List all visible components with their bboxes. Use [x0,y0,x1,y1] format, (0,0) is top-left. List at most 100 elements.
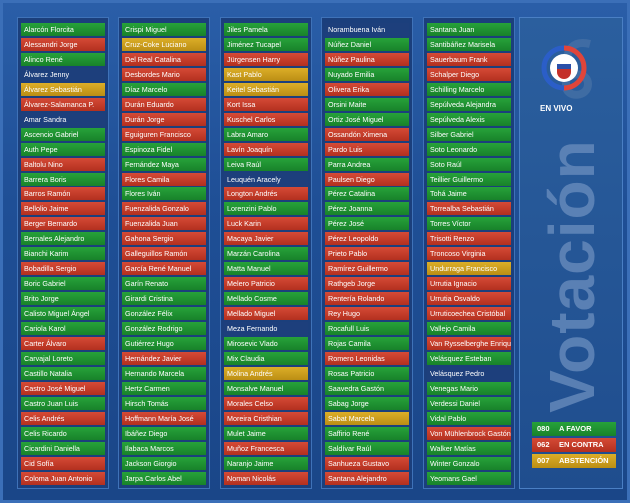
deputy-vote-favor: Ortiz José Miguel [325,112,409,126]
side-panel: EN VIVO Votación 080 A FAVOR 062 EN CONTRA 0… [519,17,623,489]
deputy-vote-none: Álvarez Jenny [21,67,105,81]
deputy-vote-contra: Fuenzalida Juan [122,217,206,231]
deputy-vote-contra: Kuschel Carlos [224,112,308,126]
deputy-vote-none: Leuquén Aracely [224,172,308,186]
deputy-vote-favor: Calisto Miguel Ángel [21,307,105,321]
legend-abst: 007 ABSTENCIÓN [532,454,616,468]
deputy-vote-contra: Ramírez Guillermo [325,262,409,276]
deputy-vote-contra: Rathgeb Jorge [325,277,409,291]
deputy-vote-contra: García René Manuel [122,262,206,276]
deputy-vote-contra: Desbordes Mario [122,67,206,81]
deputy-vote-favor: Auth Pepe [21,142,105,156]
deputy-vote-favor: Brito Jorge [21,292,105,306]
deputy-vote-favor: Winter Gonzalo [427,456,511,470]
deputy-vote-none: Meza Fernando [224,322,308,335]
deputy-vote-favor: Matta Manuel [224,262,308,276]
deputy-vote-contra: Olivera Erika [325,82,409,96]
deputy-vote-favor: Ibáñez Diego [122,426,206,440]
deputy-vote-contra: Romero Leonidas [325,351,409,365]
deputy-vote-contra: Sanhueza Gustavo [325,456,409,470]
deputy-vote-contra: Morales Celso [224,396,308,410]
deputy-vote-contra: Galleguillos Ramón [122,247,206,261]
deputy-vote-favor: Venegas Mario [427,381,511,395]
deputy-vote-contra: Santana Alejandro [325,471,409,485]
deputy-vote-contra: Luck Karin [224,217,308,231]
deputy-vote-contra: Cid Sofía [21,456,105,470]
deputy-vote-favor: Saldívar Raúl [325,441,409,455]
deputy-vote-favor: Schilling Marcelo [427,82,511,96]
deputy-vote-contra: Álvarez-Salamanca P. [21,97,105,111]
deputy-vote-contra: Jürgensen Harry [224,52,308,66]
deputy-vote-favor: Rocafull Luis [325,322,409,335]
legend-count: 007 [537,456,550,465]
deputy-vote-abst: Kast Pablo [224,67,308,81]
deputy-vote-favor: Pérez Catalina [325,187,409,201]
legend-count: 080 [537,424,550,433]
deputy-vote-favor: Núñez Daniel [325,37,409,51]
deputy-vote-none: Norambuena Iván [325,23,409,36]
deputy-vote-contra: Pardo Luis [325,142,409,156]
deputy-vote-favor: Vallejo Camila [427,322,511,335]
deputy-vote-abst: Álvarez Sebastián [21,82,105,96]
deputy-vote-favor: Pérez Joanna [325,202,409,216]
deputy-vote-favor: Walker Matías [427,441,511,455]
deputy-vote-contra: Barros Ramón [21,187,105,201]
deputy-vote-favor: Jackson Giorgio [122,456,206,470]
deputy-vote-contra: Sauerbaum Frank [427,52,511,66]
deputy-vote-favor: Alinco René [21,52,105,66]
deputies-column: Crispi Miguel Cruz-Coke Luciano Del Real C… [118,17,210,489]
deputy-vote-favor: Verdessi Daniel [427,396,511,410]
deputy-vote-favor: Crispi Miguel [122,23,206,36]
deputy-vote-favor: Saffirio René [325,426,409,440]
deputy-vote-favor: Garín Renato [122,277,206,291]
deputy-vote-contra: Ossandón Ximena [325,127,409,141]
deputy-vote-contra: Flores Camila [122,172,206,186]
deputy-vote-contra: Trisotti Renzo [427,232,511,246]
deputy-vote-favor: Mulet Jaime [224,426,308,440]
deputy-vote-contra: Prieto Pablo [325,247,409,261]
deputy-vote-favor: Espinoza Fidel [122,142,206,156]
live-label: EN VIVO [540,104,573,113]
deputy-vote-favor: Hernando Marcela [122,366,206,380]
deputy-vote-favor: Sepúlveda Alejandra [427,97,511,111]
deputy-vote-favor: González Rodrigo [122,322,206,335]
deputy-vote-contra: Urruticoechea Cristóbal [427,307,511,321]
deputies-column: Jiles Pamela Jiménez Tucapel Jürgensen Har… [220,17,312,489]
deputy-vote-contra: Bellolio Jaime [21,202,105,216]
deputy-vote-favor: Soto Leonardo [427,142,511,156]
deputy-vote-favor: Carvajal Loreto [21,351,105,365]
deputy-vote-contra: Urrutia Osvaldo [427,292,511,306]
deputy-vote-contra: Fuenzalida Gonzalo [122,202,206,216]
deputy-vote-favor: Flores Iván [122,187,206,201]
deputy-vote-favor: Santana Juan [427,23,511,36]
deputy-vote-contra: Gahona Sergio [122,232,206,246]
deputy-vote-contra: Berger Bernardo [21,217,105,231]
deputy-vote-abst: Cruz-Coke Luciano [122,37,206,51]
deputy-vote-favor: Barrera Boris [21,172,105,186]
deputy-vote-contra: Schalper Diego [427,67,511,81]
deputy-vote-favor: Mellado Cosme [224,292,308,306]
legend-label: ABSTENCIÓN [559,456,609,465]
deputy-vote-favor: Castro Juan Luis [21,396,105,410]
deputy-vote-contra: Rey Hugo [325,307,409,321]
deputy-vote-contra: Muñoz Francesca [224,441,308,455]
deputy-vote-favor: Mirosevic Vlado [224,336,308,350]
legend-label: A FAVOR [559,424,592,433]
deputy-vote-favor: Hertz Carmen [122,381,206,395]
deputy-vote-contra: Longton Andrés [224,187,308,201]
deputy-vote-contra: Pérez Leopoldo [325,232,409,246]
vote-legend: 080 A FAVOR 062 EN CONTRA 007 ABSTENCIÓN [532,422,616,470]
deputy-vote-contra: Lavín Joaquín [224,142,308,156]
deputy-vote-favor: Nuyado Emilia [325,67,409,81]
deputy-vote-favor: González Félix [122,307,206,321]
deputies-column: Norambuena Iván Núñez Daniel Núñez Paulina… [321,17,413,489]
deputy-vote-favor: Jiles Pamela [224,23,308,36]
deputy-vote-contra: Von Mühlenbrock Gastón [427,426,511,440]
deputy-vote-favor: Monsalve Manuel [224,381,308,395]
deputy-vote-favor: Celis Ricardo [21,426,105,440]
deputy-vote-favor: Saavedra Gastón [325,381,409,395]
deputy-vote-favor: Parra Andrea [325,157,409,171]
deputy-vote-favor: Leiva Raúl [224,157,308,171]
deputy-vote-contra: Durán Jorge [122,112,206,126]
